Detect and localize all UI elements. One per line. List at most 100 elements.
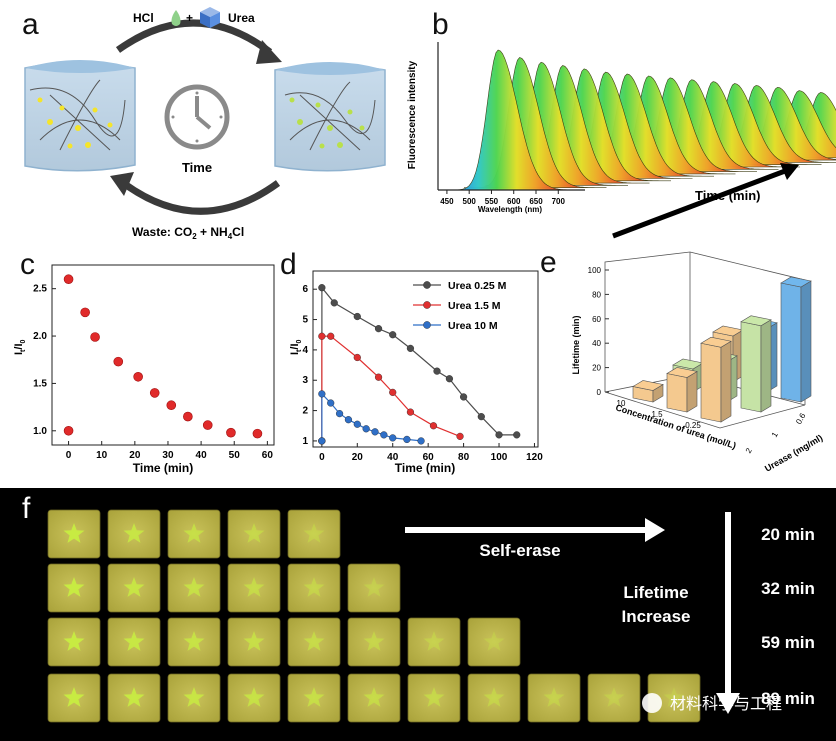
e-bar-top: [740, 315, 772, 327]
d-x-label: Time (min): [395, 461, 455, 475]
e-bar-front: [780, 282, 802, 403]
e-y-tick-label: 0.6: [794, 411, 808, 426]
d-series-line: [321, 392, 422, 442]
f-star-pattern: [123, 577, 145, 597]
b-time-label: Time (min): [695, 188, 761, 203]
f-star-pattern: [423, 687, 445, 707]
d-data-point: [406, 408, 415, 416]
cube-icon: [200, 7, 220, 28]
panel-label-b: b: [432, 8, 449, 41]
c-x-tick-label: 0: [66, 450, 72, 461]
e-z-tick-label: 0: [597, 388, 602, 397]
c-x-tick-label: 10: [96, 450, 108, 461]
e-bar-front: [666, 373, 688, 413]
b-x-ticks: 450 500 550 600 650 700: [440, 190, 565, 206]
c-data-point: [252, 428, 263, 439]
b-x-tick-label: 650: [529, 197, 543, 206]
c-data-point: [113, 356, 124, 367]
f-row-time-label: 32 min: [761, 579, 815, 598]
e-bar-top: [632, 380, 664, 391]
c-data-point: [80, 307, 90, 318]
d-legend: Urea 0.25 M Urea 1.5 M Urea 10 M: [413, 280, 507, 332]
d-data-point: [389, 388, 397, 396]
c-x-label: Time (min): [133, 461, 193, 475]
e-bar-top: [780, 276, 812, 288]
d-y-tick-label: 1: [302, 436, 308, 447]
e-bar-side: [686, 370, 698, 413]
f-star-pattern: [603, 687, 625, 707]
c-x-tick-label: 20: [129, 450, 141, 461]
d-data-point: [374, 373, 383, 381]
c-y-tick-label: 2.5: [33, 284, 47, 295]
e-x-tick-label: 0.25: [685, 421, 701, 430]
f-star-pattern: [183, 631, 205, 651]
d-data-point: [327, 399, 335, 407]
forward-arrow: [115, 19, 273, 55]
d-series: [318, 284, 521, 445]
c-ticks: 0 10 20 30 40 50 60 1.0 1.5 2.0 2.5: [33, 284, 273, 461]
e-x-ticks: 10 1.5 0.25: [617, 399, 702, 430]
f-star-pattern: [243, 631, 265, 651]
f-star-pattern: [63, 577, 85, 597]
e-bar-front: [700, 342, 722, 423]
f-row-time-label: 89 min: [761, 689, 815, 708]
panel-d-chart: 0 20 40 60 80 100 120 1 2 3 4 5 6 Urea 0.25 M Urea 1.…: [289, 270, 543, 475]
f-star-pattern: [363, 577, 385, 597]
d-data-point: [417, 437, 425, 445]
d-x-tick-label: 100: [491, 452, 508, 463]
f-star-pattern: [303, 577, 325, 597]
c-data-point: [63, 274, 74, 285]
d-x-tick-label: 60: [423, 452, 435, 463]
plus-label: +: [186, 11, 193, 25]
f-star-pattern: [303, 687, 325, 707]
e-bars: [632, 276, 812, 423]
f-star-pattern: [63, 523, 85, 543]
d-data-point: [389, 331, 397, 339]
d-data-point: [362, 425, 370, 433]
panel-a-schematic: Time HCl + Urea Waste: CO2 + NH4Cl: [24, 7, 386, 241]
d-data-point: [318, 390, 326, 398]
d-data-point: [353, 420, 361, 428]
f-row-time-label: 59 min: [761, 633, 815, 652]
d-data-point: [513, 431, 521, 439]
f-sample-tile: [467, 673, 521, 723]
c-data-point: [183, 411, 193, 422]
d-data-point: [429, 422, 438, 430]
d-data-point: [459, 393, 468, 401]
c-data-point: [90, 332, 100, 342]
panel-c-chart: 0 10 20 30 40 50 60 1.0 1.5 2.0 2.5 Time (min) It/…: [13, 264, 275, 475]
e-y-tick-label: 2: [744, 446, 754, 455]
e-z-label: Lifetime (min): [571, 315, 581, 374]
f-star-pattern: [663, 687, 685, 707]
panel-label-a: a: [22, 8, 39, 41]
f-star-pattern: [243, 687, 265, 707]
panel-b-chart: 450 500 550 600 650 700 Wavelength (nm) Fluor…: [407, 42, 836, 239]
f-star-pattern: [183, 523, 205, 543]
self-erase-arrowhead: [645, 518, 665, 542]
d-data-point: [374, 325, 383, 333]
d-data-point: [456, 432, 464, 440]
f-star-pattern: [543, 687, 565, 707]
e-z-tick-label: 20: [592, 364, 601, 373]
urea-label: Urea: [228, 11, 255, 25]
e-z-tick-label: 40: [592, 339, 601, 348]
e-bar-side: [800, 280, 812, 403]
f-star-pattern: [243, 577, 265, 597]
panel-label-d: d: [280, 248, 297, 281]
d-data-point: [327, 332, 335, 340]
d-y-tick-label: 4: [302, 345, 308, 356]
c-y-tick-label: 1.0: [33, 426, 47, 437]
e-bar-side: [720, 340, 732, 423]
d-y-tick-label: 2: [302, 406, 308, 417]
backward-arrow: [119, 179, 281, 215]
d-legend-label: Urea 1.5 M: [448, 300, 501, 312]
d-data-point: [353, 353, 361, 362]
e-x-tick-label: 10: [617, 399, 626, 408]
d-data-point: [371, 428, 379, 436]
f-star-pattern: [63, 687, 85, 707]
e-bar-front: [740, 321, 762, 413]
f-sample-tile: [587, 673, 641, 723]
f-star-pattern: [423, 631, 445, 651]
d-data-point: [318, 437, 326, 445]
f-sample-tile: [347, 617, 401, 667]
